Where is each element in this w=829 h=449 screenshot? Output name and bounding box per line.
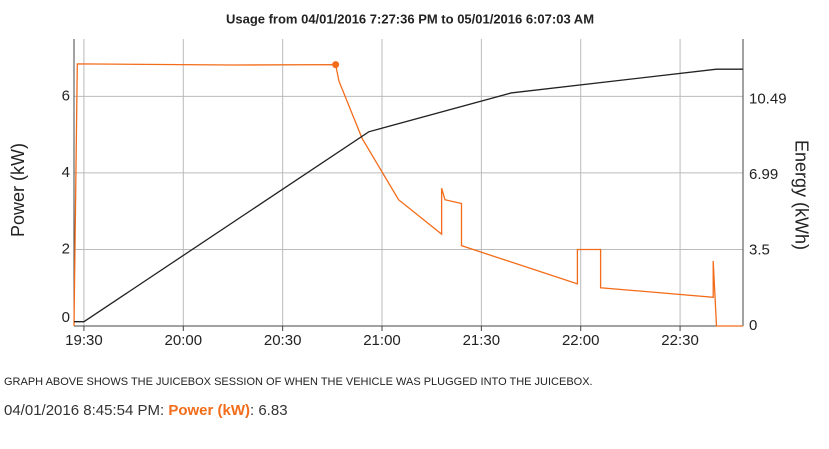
caption: GRAPH ABOVE SHOWS THE JUICEBOX SESSION O… [4, 376, 593, 388]
y-tick-label: 4 [62, 164, 70, 181]
y-axis-label: Power (kW) [8, 143, 28, 237]
y-tick-label: 0 [62, 309, 70, 326]
tooltip-label: Power (kW) [168, 402, 250, 419]
tooltip: 04/01/2016 8:45:54 PM: Power (kW): 6.83 [4, 402, 288, 419]
series-line [73, 63, 743, 327]
y2-tick-label: 0 [749, 317, 757, 334]
series-line [74, 68, 743, 323]
x-tick-label: 22:00 [562, 332, 600, 349]
chart-title: Usage from 04/01/2016 7:27:36 PM to 05/0… [226, 11, 594, 26]
tooltip-time: 04/01/2016 8:45:54 PM [4, 402, 160, 419]
x-tick-label: 22:30 [661, 332, 699, 349]
x-tick-label: 21:30 [463, 332, 501, 349]
y-tick-label: 2 [62, 240, 70, 257]
hover-point [332, 61, 340, 69]
x-tick-label: 20:00 [165, 332, 203, 349]
tooltip-value: 6.83 [258, 402, 288, 419]
x-tick-label: 20:30 [264, 332, 302, 349]
chart: Usage from 04/01/2016 7:27:36 PM to 05/0… [8, 11, 812, 349]
y2-axis-label: Energy (kWh) [791, 140, 811, 250]
x-tick-label: 19:30 [65, 332, 103, 349]
y-tick-label: 6 [62, 87, 70, 104]
y2-tick-label: 6.99 [749, 166, 778, 183]
y2-tick-label: 3.5 [749, 241, 770, 258]
y2-tick-label: 10.49 [749, 91, 787, 108]
x-tick-label: 21:00 [363, 332, 401, 349]
